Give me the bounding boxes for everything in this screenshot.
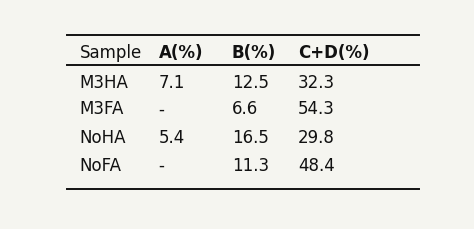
Text: 32.3: 32.3 (298, 74, 335, 92)
Text: 6.6: 6.6 (232, 101, 258, 118)
Text: -: - (158, 157, 164, 175)
Text: A(%): A(%) (158, 44, 203, 62)
Text: M3HA: M3HA (80, 74, 128, 92)
Text: -: - (158, 101, 164, 118)
Text: 12.5: 12.5 (232, 74, 269, 92)
Text: B(%): B(%) (232, 44, 276, 62)
Text: 5.4: 5.4 (158, 129, 185, 147)
Text: M3FA: M3FA (80, 101, 124, 118)
Text: NoFA: NoFA (80, 157, 121, 175)
Text: 29.8: 29.8 (298, 129, 335, 147)
Text: 48.4: 48.4 (298, 157, 335, 175)
Text: 7.1: 7.1 (158, 74, 185, 92)
Text: 54.3: 54.3 (298, 101, 335, 118)
Text: 11.3: 11.3 (232, 157, 269, 175)
Text: 16.5: 16.5 (232, 129, 269, 147)
Text: Sample: Sample (80, 44, 142, 62)
Text: C+D(%): C+D(%) (298, 44, 370, 62)
Text: NoHA: NoHA (80, 129, 126, 147)
